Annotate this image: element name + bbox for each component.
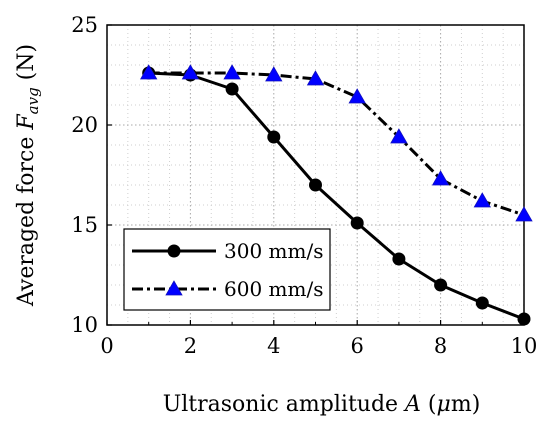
series-1-point xyxy=(267,130,281,144)
series-1-point xyxy=(350,216,364,230)
series-1-point xyxy=(309,178,322,192)
series-2-point xyxy=(265,66,283,82)
series-2-point xyxy=(181,64,200,80)
series-1-point xyxy=(392,252,406,266)
series-2-point xyxy=(515,206,533,222)
legend-label-2: 600 mm/s xyxy=(224,277,323,301)
series-2-point xyxy=(223,64,241,80)
series-2-point xyxy=(431,170,450,186)
x-tick-label: 2 xyxy=(184,334,197,358)
series-1-point xyxy=(517,312,531,326)
y-tick-label: 15 xyxy=(71,213,98,237)
ticks: 0 2 4 6 8 10 10 15 20 25 xyxy=(71,13,537,358)
legend: 300 mm/s 600 mm/s xyxy=(123,228,331,311)
series-2-point xyxy=(390,128,408,144)
legend-box xyxy=(123,228,331,311)
series-1-point xyxy=(434,278,448,292)
series-2-point xyxy=(306,70,325,86)
series-layer xyxy=(140,64,533,326)
x-tick-label: 6 xyxy=(351,334,364,358)
y-tick-label: 20 xyxy=(71,113,98,137)
y-axis-label: Averaged force Favg (N) xyxy=(14,44,42,307)
series-1-point xyxy=(475,296,489,310)
series-2-point xyxy=(348,88,366,104)
series-2-point xyxy=(473,192,491,208)
x-tick-label: 10 xyxy=(511,334,538,358)
x-tick-label: 4 xyxy=(267,334,280,358)
series-1-point xyxy=(225,82,239,96)
legend-marker-1 xyxy=(167,244,181,258)
series-line-2 xyxy=(148,71,525,217)
series-line-1 xyxy=(148,71,525,321)
legend-marker-2 xyxy=(165,280,183,296)
x-axis-label: Ultrasonic amplitude A (μm) xyxy=(163,392,481,417)
x-tick-label: 0 xyxy=(100,334,113,358)
series-2-point xyxy=(140,64,158,80)
x-tick-label: 8 xyxy=(434,334,447,358)
legend-label-1: 300 mm/s xyxy=(224,239,323,263)
y-tick-label: 10 xyxy=(71,313,98,337)
y-tick-label: 25 xyxy=(71,13,98,37)
